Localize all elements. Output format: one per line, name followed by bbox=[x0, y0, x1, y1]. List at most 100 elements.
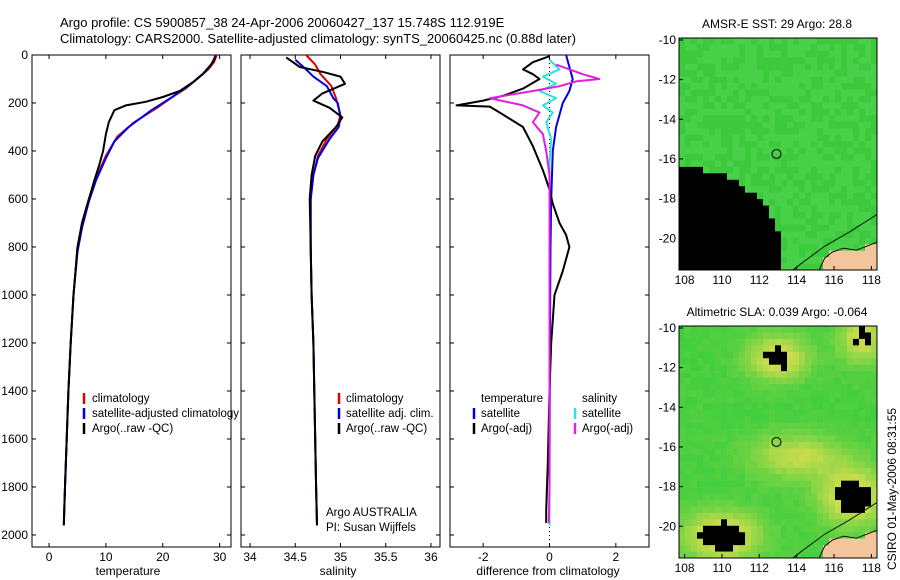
sla_map-cell bbox=[697, 416, 704, 423]
sla_map-cell bbox=[817, 512, 824, 520]
sla_map-cell bbox=[751, 326, 758, 333]
sst_map-cell bbox=[799, 121, 806, 129]
sla_map-cell bbox=[775, 545, 782, 552]
sla_map-cell bbox=[829, 338, 836, 346]
sla_map-cell bbox=[697, 345, 704, 353]
sla_map-cell bbox=[775, 338, 782, 346]
sla_map-cell bbox=[751, 338, 758, 346]
sla_map-cell bbox=[775, 538, 782, 546]
sst_map-cell bbox=[853, 263, 860, 271]
sst_map-cell bbox=[853, 134, 860, 142]
sla_map-cell bbox=[703, 538, 710, 546]
sst_map-cell bbox=[823, 89, 830, 97]
sst_map-cell bbox=[733, 179, 740, 187]
sst_map-cell bbox=[865, 44, 872, 52]
sla_map-cell bbox=[769, 422, 776, 430]
sla_map-cell bbox=[679, 351, 686, 359]
sla_map-cell bbox=[697, 519, 704, 527]
sst_map-cell bbox=[727, 63, 734, 71]
sla_map-cell bbox=[787, 506, 794, 514]
sst_map-cell bbox=[805, 186, 812, 193]
sst_map-cell bbox=[793, 224, 800, 232]
sla_map-cell bbox=[859, 551, 866, 559]
sla_map-cell bbox=[859, 435, 866, 443]
sla_map-cell bbox=[799, 442, 806, 449]
sst_map-cell bbox=[721, 108, 728, 116]
sla_map-cell bbox=[697, 532, 704, 539]
sst_map-cell bbox=[823, 154, 830, 161]
sla_map-cell bbox=[835, 396, 842, 404]
sst_map-cell bbox=[871, 186, 878, 193]
sla_map-cell bbox=[769, 332, 776, 340]
sla_map-cell bbox=[823, 377, 830, 385]
sst_map-cell bbox=[721, 173, 728, 181]
sst_map-cell bbox=[745, 38, 752, 45]
depth-tick-label: 1000 bbox=[1, 288, 28, 302]
sst_map-cell bbox=[745, 102, 752, 110]
sla_map-cell bbox=[871, 364, 878, 372]
sst_map-cell bbox=[805, 244, 812, 251]
sst_map-cell bbox=[733, 199, 740, 206]
sla_map-cell bbox=[709, 396, 716, 404]
sla_map-cell bbox=[703, 338, 710, 346]
sla_map-cell bbox=[739, 435, 746, 443]
sla_map-cell bbox=[811, 512, 818, 520]
sst_map-cell bbox=[817, 108, 824, 116]
sla_map-cell bbox=[781, 384, 788, 391]
sst_map-cell bbox=[733, 115, 740, 123]
sla_map-cell bbox=[775, 500, 782, 507]
sla_map-cell bbox=[871, 384, 878, 391]
sla_map-cell bbox=[817, 467, 824, 475]
sst_map-cell bbox=[817, 257, 824, 264]
sla_map-cell bbox=[739, 525, 746, 533]
sst_map-cell bbox=[751, 50, 758, 58]
sst_map-cell bbox=[739, 38, 746, 45]
sst_map-cell bbox=[679, 128, 686, 135]
sst_map-cell bbox=[763, 237, 770, 245]
sst_map-cell bbox=[865, 38, 872, 45]
sla_map-cell bbox=[745, 422, 752, 430]
sst_map-cell bbox=[745, 57, 752, 65]
sst_map-cell bbox=[769, 237, 776, 245]
sla_map-cell bbox=[829, 454, 836, 462]
sla_map-cell bbox=[739, 429, 746, 436]
sst_map-cell bbox=[739, 250, 746, 258]
sst_map-cell bbox=[841, 244, 848, 251]
sla_map-cell bbox=[745, 551, 752, 559]
sla_map-cell bbox=[853, 345, 860, 353]
sst_map-cell bbox=[847, 199, 854, 206]
sst_map-cell bbox=[811, 199, 818, 206]
sla_map-cell bbox=[697, 545, 704, 552]
sst_map-cell bbox=[781, 76, 788, 84]
sla_map-cell bbox=[865, 519, 872, 527]
sst_map-cell bbox=[691, 147, 698, 155]
sla_map-cell bbox=[691, 403, 698, 411]
difference-plot-area: -2 0 2 bbox=[449, 54, 650, 564]
sst_map-cell bbox=[715, 199, 722, 206]
sst_map-cell bbox=[709, 121, 716, 129]
sla_map-cell bbox=[787, 480, 794, 488]
sla_map-cell bbox=[769, 345, 776, 353]
sla_map-cell bbox=[739, 326, 746, 333]
sla_map-cell bbox=[847, 403, 854, 411]
sla_map-cell bbox=[721, 384, 728, 391]
sla_map-cell bbox=[739, 396, 746, 404]
sla_map-cell bbox=[721, 532, 728, 539]
sst_map-cell bbox=[691, 44, 698, 52]
sst_map-cell bbox=[847, 83, 854, 90]
sla_map-y-tick-label: -20 bbox=[659, 519, 677, 533]
sla_map-cell bbox=[817, 474, 824, 481]
sla_map-cell bbox=[727, 351, 734, 359]
timestamp-label: CSIRO 01-May-2006 08:31:55 bbox=[885, 408, 899, 570]
sla_map-cell bbox=[859, 416, 866, 423]
sst_map-cell bbox=[679, 102, 686, 110]
sst_map-cell bbox=[859, 263, 866, 271]
sst_map-cell bbox=[721, 192, 728, 200]
sst_map-cell bbox=[769, 244, 776, 251]
sst_map-cell bbox=[823, 250, 830, 258]
sla_map-cell bbox=[823, 390, 830, 398]
sst_map-cell bbox=[769, 70, 776, 77]
sst_map-cell bbox=[751, 205, 758, 213]
sla_map-cell bbox=[811, 506, 818, 514]
